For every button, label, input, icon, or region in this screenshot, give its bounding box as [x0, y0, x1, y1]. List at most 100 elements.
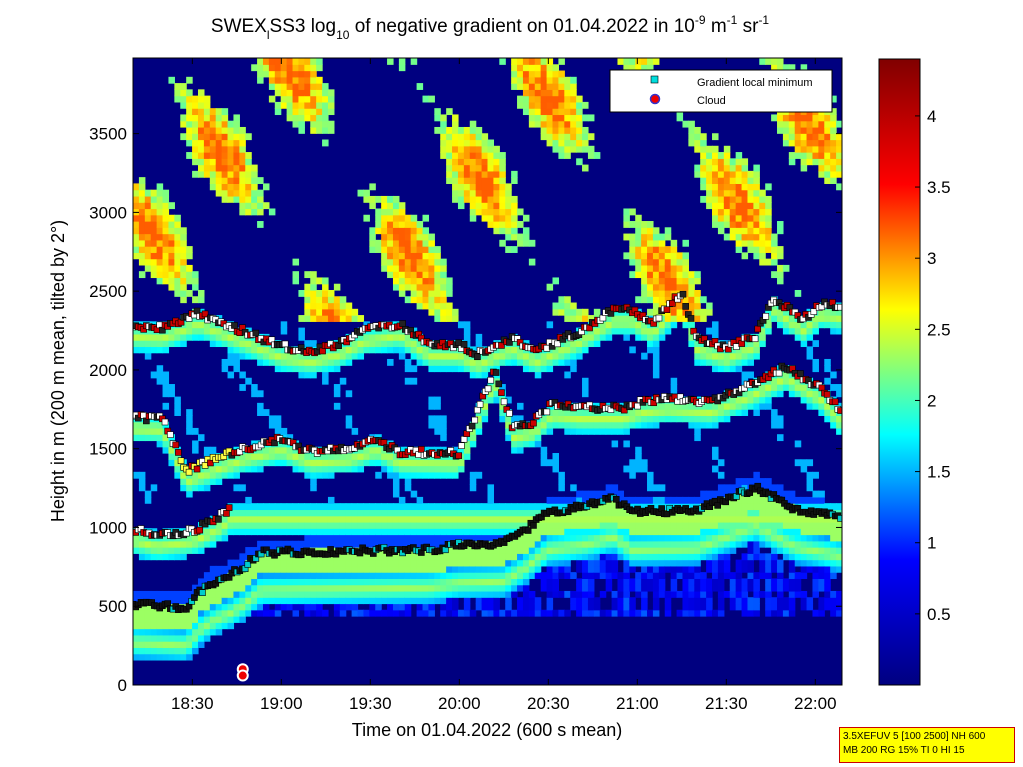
heatmap-cell — [192, 152, 199, 159]
heatmap-cell — [747, 346, 754, 354]
heatmap-cell — [245, 603, 252, 611]
heatmap-cell — [782, 264, 790, 272]
heatmap-cell — [422, 283, 430, 291]
heatmap-cell — [452, 158, 459, 166]
heatmap-cell — [333, 534, 341, 542]
heatmap-cell — [286, 584, 294, 592]
heatmap-cell — [434, 277, 441, 285]
heatmap-cell — [517, 64, 524, 72]
heatmap-cell — [511, 427, 518, 435]
heatmap-cell — [310, 453, 317, 460]
heatmap-cell — [168, 246, 175, 253]
heatmap-cell — [700, 402, 707, 410]
heatmap-cell — [180, 296, 187, 304]
heatmap-cell — [422, 553, 430, 561]
heatmap-cell — [186, 647, 193, 655]
heatmap-cell — [416, 465, 424, 473]
heatmap-cell — [759, 540, 766, 548]
heatmap-cell — [333, 315, 341, 322]
heatmap-cell — [298, 358, 305, 366]
heatmap-cell — [723, 170, 731, 178]
heatmap-cell — [528, 76, 536, 84]
heatmap-cell — [316, 289, 323, 297]
heatmap-cell — [723, 572, 731, 580]
heatmap-cell — [469, 434, 477, 442]
heatmap-cell — [481, 352, 489, 360]
heatmap-cell — [534, 64, 542, 72]
heatmap-cell — [652, 233, 660, 241]
heatmap-cell — [410, 296, 418, 304]
heatmap-cell — [434, 352, 441, 360]
heatmap-cell — [522, 584, 530, 592]
heatmap-cell — [830, 540, 837, 548]
heatmap-cell — [192, 327, 199, 335]
heatmap-cell — [280, 453, 288, 460]
heatmap-cell — [635, 609, 642, 617]
heatmap-cell — [215, 133, 223, 141]
heatmap-cell — [215, 327, 223, 335]
heatmap-cell — [428, 246, 435, 253]
heatmap-cell — [463, 183, 471, 191]
heatmap-cell — [475, 471, 483, 479]
heatmap-cell — [664, 590, 672, 598]
heatmap-cell — [440, 503, 447, 511]
heatmap-cell — [658, 271, 666, 279]
heatmap-cell — [664, 609, 672, 617]
heatmap-cell — [741, 170, 749, 178]
heatmap-cell — [469, 120, 477, 128]
heatmap-cell — [310, 89, 317, 97]
heatmap-cell — [599, 572, 607, 580]
heatmap-cell — [517, 352, 524, 360]
heatmap-cell — [180, 597, 187, 605]
heatmap-cell — [422, 289, 430, 297]
heatmap-cell — [392, 227, 400, 235]
heatmap-cell — [203, 333, 211, 341]
heatmap-cell — [398, 246, 406, 253]
heatmap-cell — [782, 490, 790, 498]
heatmap-cell — [422, 358, 430, 366]
heatmap-cell — [292, 515, 300, 523]
heatmap-cell — [617, 415, 624, 423]
heatmap-cell — [629, 252, 636, 260]
heatmap-cell — [487, 158, 495, 166]
heatmap-cell — [546, 415, 554, 423]
heatmap-cell — [463, 446, 471, 454]
heatmap-cell — [428, 421, 435, 429]
heatmap-cell — [316, 58, 323, 65]
heatmap-cell — [274, 578, 282, 586]
heatmap-cell — [771, 64, 778, 72]
heatmap-cell — [422, 271, 430, 279]
heatmap-cell — [700, 540, 707, 548]
heatmap-cell — [327, 95, 335, 103]
heatmap-cell — [398, 534, 406, 542]
heatmap-cell — [611, 521, 619, 529]
heatmap-cell — [180, 647, 187, 655]
heatmap-cell — [345, 346, 353, 354]
heatmap-cell — [546, 540, 554, 548]
heatmap-cell — [647, 346, 654, 354]
heatmap-cell — [322, 283, 329, 291]
heatmap-cell — [446, 590, 453, 598]
heatmap-cell — [824, 120, 831, 128]
heatmap-cell — [174, 647, 181, 655]
heatmap-cell — [729, 603, 737, 611]
heatmap-cell — [777, 120, 784, 128]
heatmap-cell — [552, 89, 559, 97]
heatmap-cell — [576, 340, 583, 348]
heatmap-cell — [422, 603, 430, 611]
heatmap-cell — [534, 534, 542, 542]
heatmap-cell — [635, 64, 642, 72]
heatmap-cell — [836, 565, 842, 573]
heatmap-cell — [186, 490, 193, 498]
heatmap-cell — [186, 415, 193, 423]
heatmap-cell — [777, 547, 784, 554]
heatmap-cell — [670, 252, 678, 260]
heatmap-cell — [192, 139, 199, 147]
heatmap-cell — [416, 597, 424, 605]
heatmap-cell — [635, 321, 642, 329]
heatmap-cell — [434, 503, 441, 511]
heatmap-cell — [452, 358, 459, 366]
heatmap-cell — [712, 170, 719, 178]
heatmap-cell — [771, 578, 778, 586]
heatmap-cell — [664, 283, 672, 291]
